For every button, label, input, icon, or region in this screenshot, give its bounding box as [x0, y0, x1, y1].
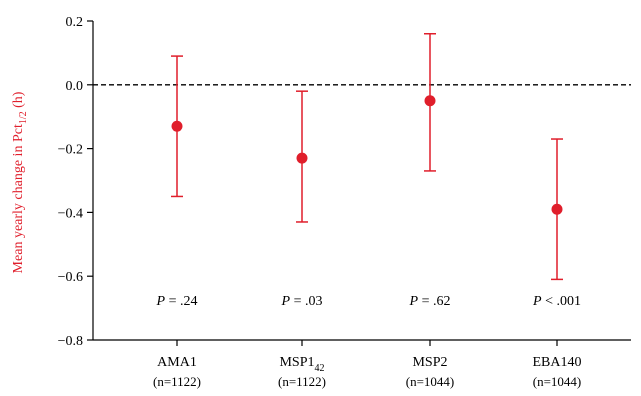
category-name: MSP2 — [412, 355, 447, 370]
y-label-main: Mean yearly change in Pct — [11, 124, 26, 273]
y-tick-label: −0.8 — [58, 334, 83, 349]
category-name: MSP1 — [279, 355, 314, 370]
mean-point — [171, 120, 183, 132]
p-symbol: P — [409, 294, 419, 309]
y-tick-label: 0.0 — [66, 79, 84, 94]
p-value-text: = .62 — [418, 294, 450, 309]
p-symbol: P — [281, 294, 291, 309]
y-tick-label: −0.6 — [58, 270, 83, 285]
sample-size-label: (n=1044) — [406, 374, 455, 389]
p-value-label: P = .62 — [409, 294, 451, 309]
y-tick-label: −0.2 — [58, 143, 83, 158]
x-tick-label: MSP142 — [279, 355, 324, 374]
sample-size-label: (n=1122) — [278, 374, 326, 389]
x-tick-label: MSP2 — [412, 355, 447, 370]
category-name: EBA140 — [533, 355, 582, 370]
y-tick-label: −0.4 — [58, 206, 83, 221]
sample-size-label: (n=1122) — [153, 374, 201, 389]
p-value-label: P = .24 — [156, 294, 198, 309]
y-label-subscript: 1/2 — [18, 111, 29, 124]
p-symbol: P — [156, 294, 166, 309]
x-tick-label: AMA1 — [157, 355, 197, 370]
category-name: AMA1 — [157, 355, 197, 370]
axes: 0.20.0−0.2−0.4−0.6−0.8AMA1(n=1122)MSP142… — [58, 15, 631, 389]
category-subscript: 42 — [315, 363, 325, 374]
mean-point — [424, 95, 436, 107]
p-value-label: P = .03 — [281, 294, 323, 309]
p-value-text: = .03 — [290, 294, 322, 309]
p-symbol: P — [532, 294, 542, 309]
p-value-text: = .24 — [165, 294, 197, 309]
plot-marks: P = .24 P = .03 P = .62 P < .001 — [156, 33, 581, 309]
mean-point — [296, 152, 308, 164]
y-axis-label: Mean yearly change in Pct1/2 (h) — [11, 91, 29, 273]
x-tick-label: EBA140 — [533, 355, 582, 370]
y-tick-label: 0.2 — [66, 15, 84, 30]
y-label-unit: (h) — [11, 91, 26, 111]
p-value-text: < .001 — [542, 294, 581, 309]
mean-point — [551, 203, 563, 215]
sample-size-label: (n=1044) — [533, 374, 582, 389]
p-value-label: P < .001 — [532, 294, 581, 309]
